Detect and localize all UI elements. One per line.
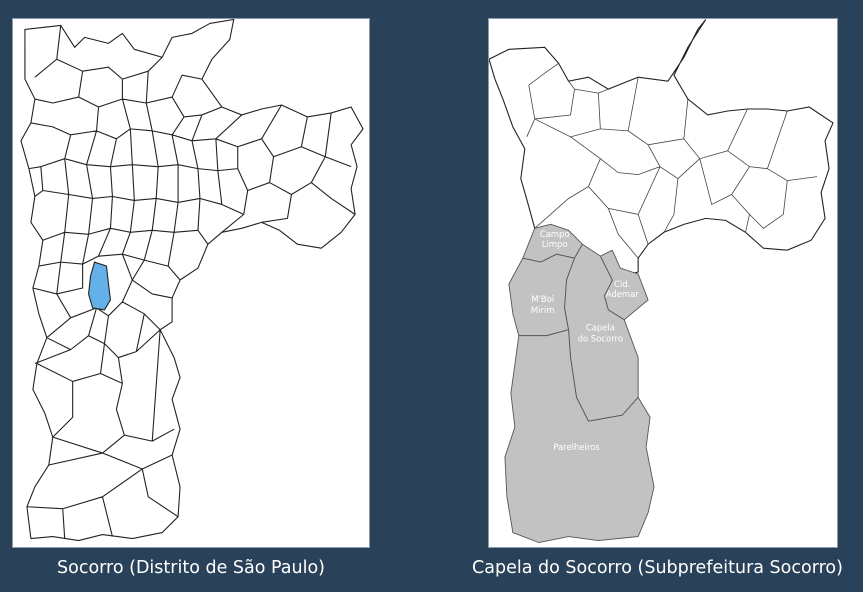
cid-ademar-label-2: Ademar [606,289,640,299]
district-boundaries [26,25,356,539]
parelheiros-label: Parelheiros [553,442,599,452]
socorro-district-highlight[interactable] [88,261,112,311]
district-map [20,19,364,542]
city-outline [20,19,364,542]
left-map-caption: Socorro (Distrito de São Paulo) [57,558,325,578]
campo-limpo-label-1: Campo [540,229,570,239]
subprefecture-map: Campo Limpo Cid. Ademar M'Boi Mirim Cape… [489,19,834,543]
southern-subprefectures [504,223,655,543]
right-map-caption: Capela do Socorro (Subprefeitura Socorro… [472,558,843,578]
capela-label-2: do Socorro [578,334,623,344]
parelheiros-region[interactable] [504,329,655,543]
subprefecture-boundaries [526,62,818,259]
mboi-mirim-label-1: M'Boi [531,294,554,304]
subprefecture-map-panel: Campo Limpo Cid. Ademar M'Boi Mirim Cape… [488,18,838,548]
capela-label-1: Capela [586,323,615,333]
district-map-panel [12,18,370,548]
mboi-mirim-label-2: Mirim [531,305,555,315]
cid-ademar-label-1: Cid. [614,279,630,289]
campo-limpo-label-2: Limpo [542,239,568,249]
